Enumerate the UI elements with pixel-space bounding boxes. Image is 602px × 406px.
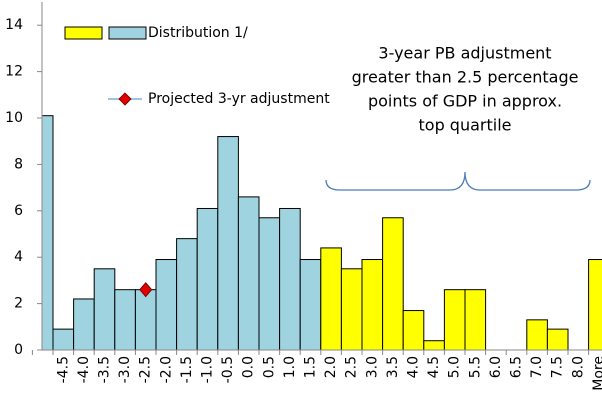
y-tick-label: 0 xyxy=(14,342,23,358)
annotation: greater than 2.5 percentage xyxy=(352,68,579,87)
y-tick-label: 2 xyxy=(14,296,23,312)
x-tick-label: 4.0 xyxy=(406,356,422,378)
y-tick-label: 4 xyxy=(14,249,23,265)
x-tick-label: -4.0 xyxy=(76,356,92,383)
legend-swatch xyxy=(64,26,103,40)
annotation: top quartile xyxy=(419,116,512,135)
legend-label: Distribution 1/ xyxy=(148,25,248,41)
x-tick-label: -2.0 xyxy=(158,356,174,383)
x-tick-label: 1.5 xyxy=(303,356,319,378)
bar xyxy=(340,268,363,351)
x-tick-label: -3.0 xyxy=(117,356,133,383)
bar xyxy=(382,217,404,351)
bar xyxy=(423,340,445,351)
x-tick-label: -3.5 xyxy=(97,356,113,383)
x-tick-label: -1.0 xyxy=(200,356,216,383)
bar xyxy=(258,217,281,351)
bar xyxy=(443,289,466,351)
x-tick-label: 0.5 xyxy=(261,356,277,378)
x-tick-label: 6.5 xyxy=(509,356,525,378)
x-tick-label: More xyxy=(591,356,602,391)
bar xyxy=(588,259,602,351)
bar xyxy=(176,238,198,351)
x-tick-label: 4.5 xyxy=(426,356,442,378)
bar xyxy=(279,207,301,351)
bar xyxy=(42,115,54,351)
y-tick-label: 8 xyxy=(14,156,23,172)
x-tick-label: 2.0 xyxy=(323,356,339,378)
plot-area xyxy=(42,115,602,351)
x-tick-label: 6.0 xyxy=(488,356,504,378)
x-tick-label: 3.0 xyxy=(364,356,380,378)
x-tick-label: 7.0 xyxy=(529,356,545,378)
y-tick-label: 6 xyxy=(14,203,23,219)
x-tick-label: 2.5 xyxy=(344,356,360,378)
y-tick-label: 14 xyxy=(5,17,23,33)
legend-swatch xyxy=(108,26,147,40)
bar xyxy=(361,259,384,351)
bar xyxy=(52,328,75,351)
annotation: points of GDP in approx. xyxy=(368,92,562,111)
y-tick-label: 10 xyxy=(5,110,23,126)
annotation: 3-year PB adjustment xyxy=(378,44,551,63)
x-tick-label: 5.0 xyxy=(447,356,463,378)
x-tick-label: 1.0 xyxy=(282,356,298,378)
bar xyxy=(196,207,219,351)
legend-label: Projected 3-yr adjustment xyxy=(148,91,330,107)
x-tick-label: 0.0 xyxy=(241,356,257,378)
x-tick-label: -4.5 xyxy=(55,356,71,383)
x-tick-label: 5.5 xyxy=(467,356,483,378)
bar xyxy=(73,298,95,351)
x-tick-label: -2.5 xyxy=(138,356,154,383)
bar xyxy=(402,310,425,351)
bar xyxy=(134,289,157,351)
x-tick-label: 8.0 xyxy=(570,356,586,378)
marker xyxy=(139,282,153,298)
bar xyxy=(526,319,548,351)
bar xyxy=(93,268,116,351)
bar xyxy=(320,247,342,351)
bar xyxy=(237,196,260,351)
x-tick-label: -0.5 xyxy=(220,356,236,383)
legend-marker xyxy=(118,92,132,106)
bar xyxy=(155,259,178,351)
bar xyxy=(546,328,569,351)
brace xyxy=(325,171,591,191)
bar xyxy=(299,259,322,351)
bar xyxy=(114,289,136,351)
x-tick-label: 7.5 xyxy=(550,356,566,378)
x-tick-label: -1.5 xyxy=(179,356,195,383)
x-tick-label: 3.5 xyxy=(385,356,401,378)
bar xyxy=(217,136,239,351)
bar xyxy=(464,289,487,351)
y-tick-label: 12 xyxy=(5,64,23,80)
